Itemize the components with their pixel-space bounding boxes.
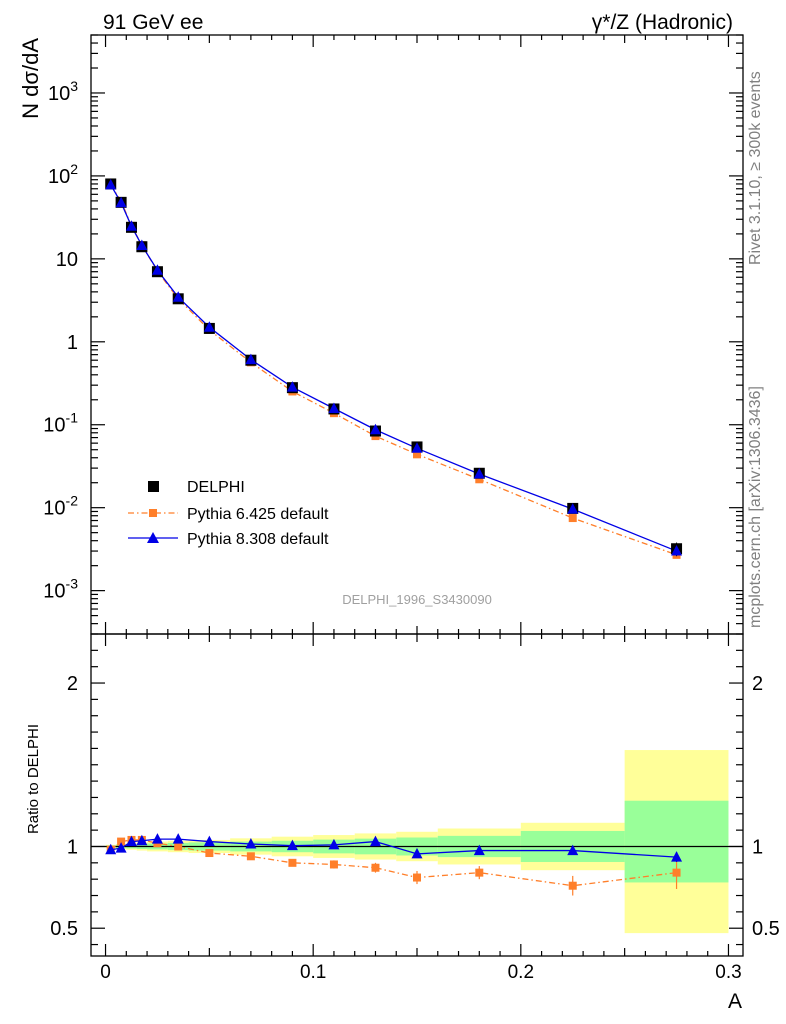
legend-marker-pythia8 (147, 532, 159, 543)
ratio-point-pythia6 (672, 868, 681, 877)
ratio-y-tick-label-left: 2 (67, 673, 78, 695)
legend-label-delphi: DELPHI (187, 479, 245, 496)
ratio-point-pythia6 (371, 863, 380, 872)
ratio-y-tick-label-right: 1 (752, 836, 763, 858)
ratio-point-pythia8 (286, 839, 298, 851)
main-point-pythia8 (125, 220, 137, 231)
main-point-pythia8 (286, 381, 298, 392)
ratio-point-pythia6 (329, 860, 338, 869)
axis-ticks: 0 0.1 0.2 0.3 10-3 10-2 10-1 1 10 102 103 0.5 0.5 1 1 2… (43, 34, 780, 983)
ratio-point-pythia8 (105, 843, 117, 855)
ratio-point-pythia8 (328, 838, 340, 850)
ratio-point-pythia8 (671, 851, 683, 862)
ratio-y-tick-label-left: 1 (67, 836, 78, 858)
ratio-point-pythia8 (136, 834, 148, 846)
main-point-pythia8 (328, 402, 340, 413)
main-point-pythia8 (245, 353, 257, 365)
main-point-pythia8 (115, 196, 127, 208)
y-tick-label: 103 (48, 78, 78, 105)
ratio-point-pythia8 (245, 838, 257, 849)
ratio-point-pythia8 (411, 847, 423, 859)
ratio-point-pythia8 (151, 833, 163, 844)
mcplots-note: mcplots.cern.ch [arXiv:1306.3436] (747, 386, 764, 628)
main-point-pythia8 (203, 321, 215, 332)
main-y-axis-label: N dσ/dA (18, 38, 43, 119)
legend-item-delphi: DELPHI (148, 479, 245, 496)
main-point-pythia8 (411, 442, 423, 453)
ratio-y-tick-label-right: 0.5 (752, 918, 780, 940)
legend-item-pythia6: Pythia 6.425 default (128, 506, 329, 523)
y-tick-label: 10-2 (43, 493, 78, 520)
data-series (105, 178, 683, 896)
x-axis-label: A (728, 990, 742, 1013)
ratio-bands (105, 750, 729, 934)
ratio-point-pythia6 (475, 868, 484, 877)
ratio-point-pythia8 (125, 835, 137, 847)
x-tick-label: 0.3 (715, 962, 741, 983)
legend-marker-pythia6 (149, 509, 157, 517)
y-tick-label: 10 (56, 249, 78, 271)
ratio-y-axis-label: Ratio to DELPHI (25, 724, 42, 834)
header-right-label: γ*/Z (Hadronic) (592, 11, 733, 34)
main-line-pythia6 (110, 184, 677, 556)
ratio-point-pythia8 (172, 833, 184, 844)
ratio-point-pythia6 (288, 858, 297, 867)
main-point-pythia6 (413, 450, 421, 459)
main-line-pythia8 (110, 184, 677, 552)
legend-marker-delphi (148, 481, 159, 492)
legend-label-pythia6: Pythia 6.425 default (187, 506, 329, 523)
rivet-note: Rivet 3.1.10, ≥ 300k events (747, 71, 764, 265)
y-tick-label: 10-3 (43, 576, 78, 603)
ratio-point-pythia6 (568, 881, 577, 890)
y-tick-label: 10-1 (43, 410, 78, 437)
y-tick-label: 1 (67, 332, 78, 354)
main-point-pythia8 (105, 178, 117, 190)
x-tick-label: 0.2 (508, 962, 534, 983)
ratio-point-pythia8 (369, 835, 381, 847)
ratio-point-pythia6 (205, 849, 214, 858)
ratio-point-pythia6 (117, 837, 126, 846)
legend: DELPHI Pythia 6.425 default Pythia 8.308… (128, 479, 329, 548)
ratio-point-pythia8 (115, 842, 127, 853)
legend-item-pythia8: Pythia 8.308 default (128, 531, 329, 548)
analysis-id-label: DELPHI_1996_S3430090 (342, 592, 492, 607)
main-point-pythia8 (151, 264, 163, 275)
ratio-y-tick-label-left: 0.5 (50, 918, 78, 940)
ratio-point-pythia6 (174, 842, 183, 851)
main-point-pythia8 (671, 545, 683, 556)
main-point-pythia8 (567, 503, 579, 514)
ratio-point-pythia6 (413, 873, 421, 882)
x-tick-label: 0 (100, 962, 111, 983)
main-point-pythia6 (568, 514, 577, 523)
ratio-point-pythia8 (473, 844, 485, 856)
main-point-pythia8 (369, 423, 381, 435)
x-tick-label: 0.1 (300, 962, 326, 983)
ratio-point-pythia6 (246, 852, 255, 861)
header-left-label: 91 GeV ee (103, 11, 203, 34)
ratio-point-pythia8 (567, 844, 579, 856)
main-point-pythia8 (136, 239, 148, 250)
y-tick-label: 102 (48, 161, 78, 188)
main-point-pythia8 (172, 291, 184, 302)
ratio-y-tick-label-right: 2 (752, 673, 763, 695)
ratio-point-pythia8 (203, 835, 215, 847)
main-point-pythia6 (475, 475, 484, 484)
main-point-pythia8 (473, 467, 485, 479)
legend-label-pythia8: Pythia 8.308 default (187, 531, 329, 548)
